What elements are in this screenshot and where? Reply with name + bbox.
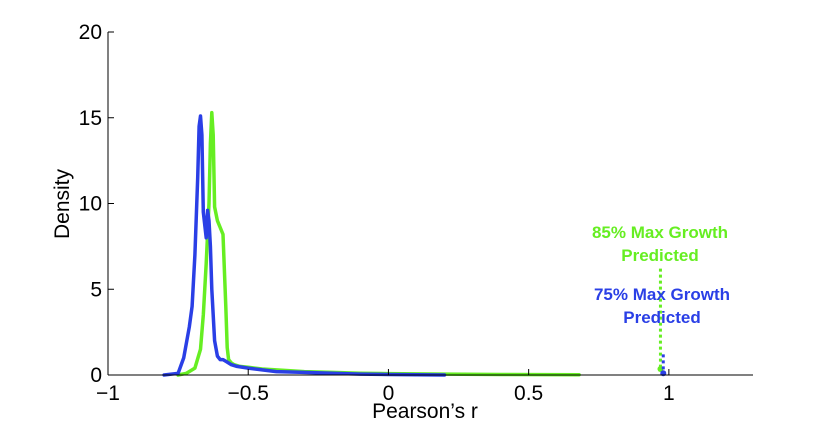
x-axis-label: Pearson’s r	[372, 400, 478, 423]
x-axis: −1 −0.5 0 0.5 1	[96, 369, 753, 405]
annotation-label-line1: 85% Max Growth	[592, 223, 728, 242]
y-tick-label: 15	[79, 107, 102, 130]
series-line-green	[176, 110, 581, 377]
x-tick-label: 0.5	[514, 382, 543, 405]
annotations: 85% Max Growth Predicted 75% Max Growth Pre…	[592, 223, 730, 377]
annotation-label-line2: Predicted	[621, 246, 698, 265]
x-tick-label: 0	[383, 382, 395, 405]
y-tick-label: 0	[90, 364, 102, 387]
x-tick-label: −0.5	[227, 382, 268, 405]
x-tick-label: −1	[96, 382, 120, 405]
y-tick-label: 5	[90, 278, 102, 301]
annotation-label-line2: Predicted	[623, 308, 700, 327]
series-line-blue	[162, 114, 447, 377]
y-tick-label: 20	[79, 21, 102, 44]
y-tick-label: 10	[79, 193, 102, 216]
density-curves	[162, 110, 581, 377]
annotation-label-line1: 75% Max Growth	[594, 285, 730, 304]
y-axis: 0 5 10 15 20	[79, 21, 114, 387]
y-axis-label: Density	[51, 168, 74, 239]
x-tick-label: 1	[663, 382, 675, 405]
